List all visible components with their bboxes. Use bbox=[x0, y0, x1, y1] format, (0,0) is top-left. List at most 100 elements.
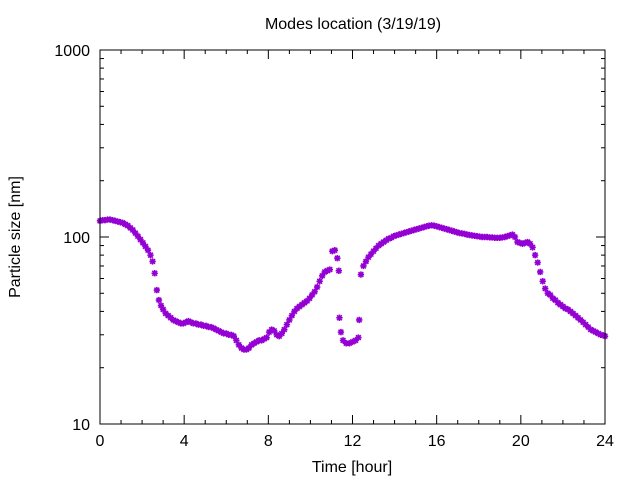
data-point bbox=[159, 306, 167, 313]
data-point bbox=[357, 271, 365, 278]
data-point bbox=[372, 245, 380, 252]
data-point bbox=[319, 272, 326, 280]
data-point bbox=[187, 319, 195, 326]
data-point bbox=[153, 286, 161, 294]
data-point bbox=[311, 288, 318, 295]
data-point bbox=[321, 268, 328, 276]
data-point bbox=[175, 319, 182, 326]
data-point bbox=[562, 305, 569, 312]
data-point bbox=[180, 320, 187, 327]
data-point bbox=[268, 326, 275, 333]
data-point bbox=[592, 328, 599, 336]
data-point bbox=[536, 268, 544, 276]
data-point bbox=[149, 258, 156, 265]
data-point bbox=[582, 321, 589, 328]
data-point bbox=[147, 251, 154, 259]
data-point bbox=[542, 285, 549, 292]
data-point bbox=[539, 278, 546, 285]
data-point bbox=[207, 323, 215, 331]
data-point bbox=[587, 326, 594, 333]
data-point bbox=[157, 302, 165, 309]
data-point bbox=[212, 326, 220, 333]
data-point bbox=[335, 267, 343, 274]
data-point bbox=[228, 331, 235, 338]
data-point bbox=[306, 295, 313, 302]
data-point bbox=[331, 246, 339, 254]
data-point bbox=[590, 327, 597, 335]
data-point bbox=[263, 334, 270, 341]
data-point bbox=[313, 283, 321, 291]
data-point bbox=[529, 244, 536, 251]
data-point bbox=[360, 262, 367, 270]
data-point bbox=[137, 236, 144, 243]
data-point bbox=[129, 226, 137, 234]
data-point bbox=[139, 239, 147, 247]
data-point bbox=[283, 321, 291, 328]
data-point bbox=[526, 240, 534, 247]
data-point bbox=[223, 330, 230, 337]
data-point bbox=[534, 259, 541, 266]
data-point bbox=[202, 322, 210, 330]
data-point bbox=[245, 344, 253, 352]
data-point bbox=[286, 316, 293, 324]
data-point bbox=[349, 338, 356, 346]
ticks-layer: 0 4 8 12 16 20 24 10 100 1000 bbox=[54, 43, 614, 450]
data-point bbox=[185, 317, 192, 325]
data-point bbox=[134, 232, 142, 240]
data-point bbox=[278, 330, 285, 337]
data-point bbox=[230, 332, 238, 340]
data-point bbox=[531, 251, 539, 259]
data-point bbox=[144, 246, 152, 254]
data-point bbox=[362, 258, 370, 265]
data-point bbox=[233, 337, 240, 344]
data-point bbox=[579, 319, 587, 326]
data-point bbox=[326, 266, 333, 273]
data-point bbox=[352, 337, 359, 344]
data-point bbox=[281, 326, 288, 333]
data-point bbox=[324, 267, 331, 274]
data-point bbox=[339, 337, 347, 344]
data-point bbox=[316, 278, 323, 285]
data-point bbox=[504, 232, 511, 240]
data-point bbox=[142, 243, 149, 250]
y-tick-label: 10 bbox=[72, 417, 90, 434]
x-tick-label: 4 bbox=[180, 433, 189, 450]
data-point bbox=[265, 328, 273, 336]
data-point bbox=[182, 319, 190, 326]
chart-title: Modes location (3/19/19) bbox=[265, 16, 441, 33]
data-point bbox=[365, 253, 372, 261]
data-point bbox=[519, 240, 526, 247]
data-point bbox=[192, 320, 200, 327]
data-point bbox=[385, 235, 392, 242]
data-point bbox=[288, 312, 296, 319]
x-tick-label: 16 bbox=[428, 433, 446, 450]
plot-frame bbox=[99, 49, 606, 425]
data-point bbox=[334, 255, 341, 262]
data-point bbox=[303, 297, 311, 305]
data-point bbox=[336, 314, 343, 321]
data-point bbox=[329, 247, 336, 255]
data-point bbox=[170, 316, 177, 324]
data-point bbox=[119, 219, 126, 227]
data-point bbox=[501, 233, 509, 241]
x-tick-label: 12 bbox=[344, 433, 362, 450]
data-point bbox=[271, 327, 278, 335]
data-point bbox=[547, 291, 554, 299]
data-point bbox=[367, 250, 375, 258]
x-tick-label: 24 bbox=[596, 433, 614, 450]
data-point bbox=[356, 316, 363, 324]
x-tick-label: 20 bbox=[512, 433, 530, 450]
y-tick-label: 1000 bbox=[54, 43, 90, 60]
x-tick-label: 0 bbox=[96, 433, 105, 450]
data-point bbox=[511, 233, 519, 241]
x-tick-label: 8 bbox=[264, 433, 273, 450]
data-point bbox=[521, 239, 529, 247]
data-point bbox=[273, 331, 280, 338]
data-point bbox=[337, 328, 345, 336]
data-point bbox=[390, 232, 397, 240]
data-point bbox=[514, 238, 521, 246]
data-point bbox=[218, 328, 225, 336]
data-point bbox=[552, 296, 559, 304]
